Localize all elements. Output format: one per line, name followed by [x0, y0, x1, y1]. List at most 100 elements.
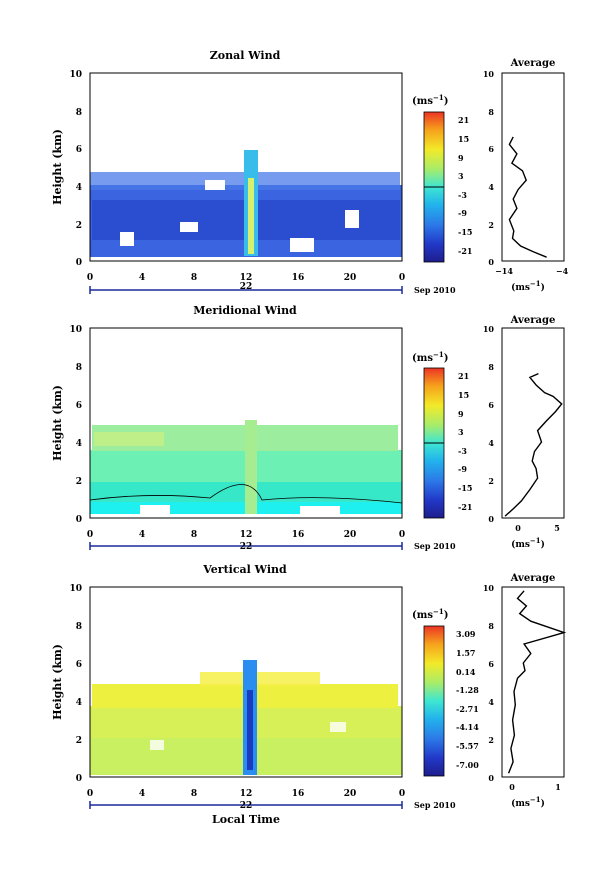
profile: Average 0 2 4 6 8 10 −14 −4 (ms−1) — [483, 58, 569, 293]
day-bar — [89, 286, 403, 294]
colorbar-gradient — [423, 625, 445, 777]
colorbar-tick-label: -21 — [458, 502, 472, 512]
x-tick-label: 20 — [344, 273, 357, 283]
data-gap — [180, 222, 198, 232]
profile-y-tick-label: 0 — [488, 257, 494, 267]
profile-x-tick-label: −14 — [495, 266, 513, 276]
colorbar-unit: (ms−1) — [412, 350, 448, 364]
profile: Average 0 2 4 6 8 10 0 5 (ms−1) — [483, 315, 565, 550]
x-tick-label: 16 — [292, 789, 305, 799]
y-axis-label: Height (km) — [51, 644, 64, 720]
profile-y-tick-label: 6 — [488, 659, 494, 669]
panel-meridional: Meridional Wind 0 2 4 6 8 10 Height (km)… — [51, 304, 565, 552]
profile-y-tick-label: 8 — [488, 362, 494, 372]
colorbar-unit: (ms−1) — [412, 93, 448, 107]
profile-y-tick-label: 2 — [488, 476, 494, 486]
colorbar-tick-label: -9 — [458, 208, 467, 218]
x-tick-label: 8 — [191, 273, 197, 283]
colorbar-tick-label: 15 — [458, 134, 469, 144]
y-tick-label: 10 — [69, 584, 82, 594]
x-tick-label: 12 — [240, 273, 253, 283]
y-tick-label: 0 — [76, 258, 82, 268]
data-gap — [150, 740, 164, 750]
x-tick-label: 0 — [87, 530, 93, 540]
colorbar-tick-label: -4.14 — [456, 722, 479, 732]
colorbar: (ms−1) 21 15 9 3 -3 -9 -15 -21 — [412, 93, 472, 263]
x-tick-label: 4 — [139, 530, 145, 540]
profile-y-tick-label: 0 — [488, 514, 494, 524]
y-axis: 0 2 4 6 8 10 Height (km) — [51, 325, 82, 525]
colorbar-tick-label: -7.00 — [456, 760, 479, 770]
profile-x-tick-label: 1 — [555, 782, 561, 792]
y-tick-label: 2 — [76, 477, 82, 487]
profile-y-tick-label: 2 — [488, 735, 494, 745]
x-tick-label: 8 — [191, 789, 197, 799]
profile-y-tick-label: 4 — [488, 438, 494, 448]
y-axis-label: Height (km) — [51, 385, 64, 461]
wind-band — [94, 432, 164, 446]
colorbar-tick-label: -15 — [458, 227, 472, 237]
colorbar-tick-label: -21 — [458, 246, 472, 256]
wind-band — [200, 672, 320, 686]
day-label: 22 — [240, 801, 253, 811]
profile-line — [504, 372, 563, 517]
panel-title: Zonal Wind — [210, 49, 281, 62]
profile-line — [507, 590, 567, 774]
profile-y-tick-label: 0 — [488, 773, 494, 783]
colorbar-tick-label: 3 — [458, 171, 464, 181]
profile-y-tick-label: 10 — [483, 583, 495, 593]
colorbar-tick-label: 0.14 — [456, 667, 476, 677]
data-gap — [290, 238, 314, 252]
colorbar-tick-label: -9 — [458, 464, 467, 474]
date-label: Sep 2010 — [414, 285, 456, 295]
profile-y-tick-label: 2 — [488, 220, 494, 230]
colorbar: (ms−1) 3.09 1.57 0.14 -1.28 -2.71 -4.14 … — [412, 607, 479, 777]
heatmap-area — [89, 327, 403, 519]
heatmap-area — [89, 586, 403, 778]
data-gap — [120, 232, 134, 246]
colorbar-tick-label: -5.57 — [456, 741, 479, 751]
day-bar — [89, 801, 403, 809]
x-tick-label: 8 — [191, 530, 197, 540]
profile-y-tick-label: 8 — [488, 621, 494, 631]
x-tick-label: 16 — [292, 530, 305, 540]
day-label: 22 — [240, 282, 253, 292]
x-tick-label: 12 — [240, 789, 253, 799]
colorbar-tick-label: 3 — [458, 427, 464, 437]
x-tick-label: 0 — [87, 273, 93, 283]
y-tick-label: 0 — [76, 774, 82, 784]
y-tick-label: 10 — [69, 325, 82, 335]
colorbar-tick-label: 9 — [458, 153, 464, 163]
x-tick-label: 20 — [344, 789, 357, 799]
plot-frame — [89, 586, 403, 778]
x-axis: 0 4 8 12 16 20 0 22 Sep 2010 — [87, 273, 456, 295]
profile-y-tick-label: 10 — [483, 324, 495, 334]
profile-y-tick-label: 4 — [488, 182, 494, 192]
heatmap-area — [89, 72, 403, 262]
data-gap — [345, 210, 359, 228]
colorbar-unit: (ms−1) — [412, 607, 448, 621]
date-label: Sep 2010 — [414, 541, 456, 551]
profile: Average 0 2 4 6 8 10 0 1 (ms−1) — [483, 573, 567, 809]
profile-x-tick-label: −4 — [556, 266, 569, 276]
profile-y-tick-label: 8 — [488, 107, 494, 117]
x-tick-label: 0 — [399, 530, 405, 540]
day-label: 22 — [240, 542, 253, 552]
y-axis: 0 2 4 6 8 10 Height (km) — [51, 584, 82, 784]
panel-vertical: Vertical Wind 0 2 4 6 8 10 Height (km) 0… — [51, 563, 567, 826]
profile-x-label: (ms−1) — [511, 795, 545, 809]
profile-y-tick-label: 4 — [488, 697, 494, 707]
y-tick-label: 2 — [76, 736, 82, 746]
y-tick-label: 4 — [76, 439, 82, 449]
profile-y-tick-label: 10 — [483, 69, 495, 79]
x-axis-label: Local Time — [212, 813, 280, 826]
y-tick-label: 10 — [69, 70, 82, 80]
profile-x-tick-label: 5 — [554, 523, 560, 533]
convective-column — [245, 420, 257, 514]
contour-line — [89, 484, 403, 504]
x-tick-label: 12 — [240, 530, 253, 540]
x-axis: 0 4 8 12 16 20 0 22 Sep 2010 — [87, 530, 456, 552]
profile-y-tick-label: 6 — [488, 144, 494, 154]
profile-x-tick-label: 0 — [515, 523, 521, 533]
